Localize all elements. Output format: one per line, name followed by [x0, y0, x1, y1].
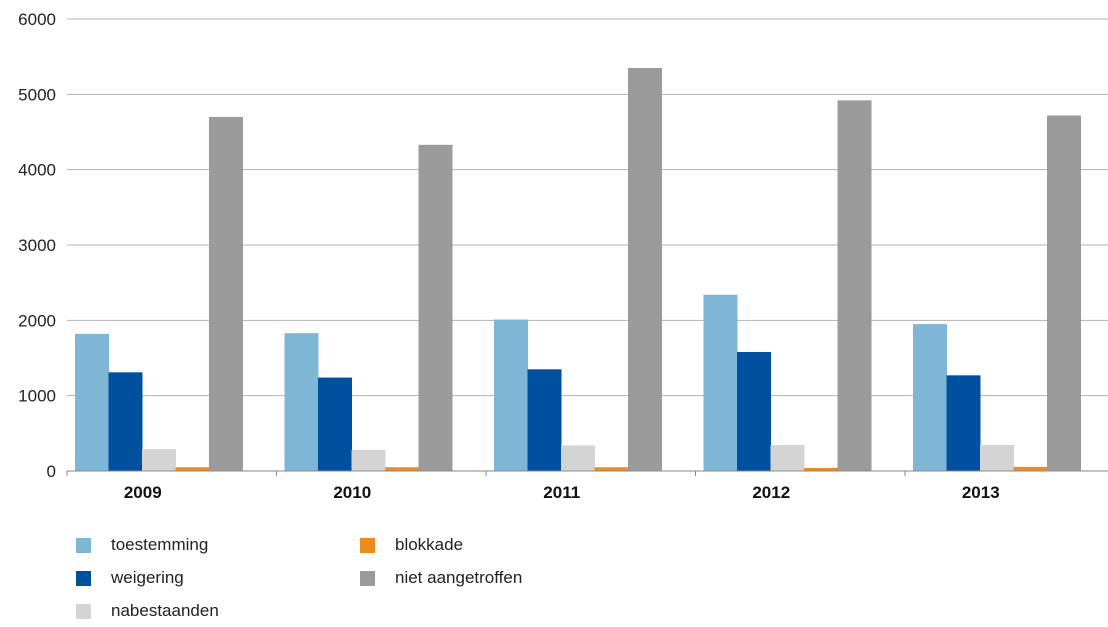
y-tick-label: 5000: [18, 85, 56, 104]
bar-blokkade-2009: [175, 467, 210, 471]
bar-niet-aangetroffen-2012: [837, 100, 872, 472]
bar-blokkade-2010: [385, 467, 419, 471]
bar-weigering-2013: [946, 375, 981, 471]
legend-item-nabestaanden: nabestaanden: [76, 599, 219, 623]
bar-weigering-2009: [108, 372, 143, 471]
legend-item-weigering: weigering: [76, 566, 184, 590]
bar-weigering-2011: [527, 369, 562, 471]
bar-blokkade-2012: [804, 467, 838, 471]
legend-item-blokkade: blokkade: [360, 533, 463, 557]
bar-weigering-2012: [737, 351, 771, 471]
bar-niet-aangetroffen-2009: [209, 116, 243, 471]
x-tick-label: 2011: [543, 483, 580, 502]
bar-toestemming-2013: [913, 324, 947, 471]
bar-blokkade-2011: [594, 467, 629, 471]
y-tick-label: 2000: [18, 311, 56, 330]
legend-swatch: [76, 603, 91, 619]
x-axis: [66, 470, 1108, 476]
x-tick-label: 2010: [333, 483, 371, 502]
bar-nabestaanden-2013: [980, 445, 1014, 471]
x-tick-label: 2012: [752, 483, 790, 502]
legend-swatch: [76, 570, 91, 586]
x-tick-label: 2013: [962, 483, 1000, 502]
y-tick-label: 6000: [18, 10, 56, 29]
bar-niet-aangetroffen-2011: [628, 67, 662, 471]
bar-nabestaanden-2011: [561, 445, 595, 471]
bar-weigering-2010: [318, 377, 352, 471]
legend-swatch: [76, 537, 91, 553]
legend: toestemming weigering nabestaanden blokk…: [76, 533, 636, 623]
bar-nabestaanden-2010: [351, 449, 386, 471]
y-tick-label: 3000: [18, 236, 56, 255]
legend-swatch: [360, 570, 375, 586]
bar-nabestaanden-2009: [142, 449, 176, 471]
bars: [75, 67, 1081, 472]
y-tick-labels: 0 1000 2000 3000 4000 5000 6000: [18, 10, 56, 481]
bar-toestemming-2010: [284, 333, 319, 471]
legend-swatch: [360, 537, 375, 553]
legend-label: blokkade: [395, 535, 464, 554]
bar-niet-aangetroffen-2013: [1047, 115, 1081, 471]
legend-label: weigering: [111, 568, 184, 587]
bar-niet-aangetroffen-2010: [418, 144, 453, 471]
bar-nabestaanden-2012: [770, 445, 805, 471]
bar-toestemming-2011: [494, 319, 528, 471]
x-tick-labels: 2009 2010 2011 2012 2013: [124, 483, 1000, 502]
legend-label: niet aangetroffen: [395, 568, 523, 587]
x-tick-label: 2009: [124, 483, 162, 502]
legend-item-niet-aangetroffen: niet aangetroffen: [360, 566, 522, 590]
legend-item-toestemming: toestemming: [76, 533, 208, 557]
bar-blokkade-2013: [1013, 466, 1048, 471]
bar-toestemming-2009: [75, 333, 109, 471]
legend-label: nabestaanden: [111, 601, 219, 620]
bar-toestemming-2012: [703, 294, 738, 471]
y-tick-label: 1000: [18, 387, 56, 406]
y-tick-label: 4000: [18, 161, 56, 180]
legend-label: toestemming: [111, 535, 209, 554]
y-tick-label: 0: [47, 462, 56, 481]
